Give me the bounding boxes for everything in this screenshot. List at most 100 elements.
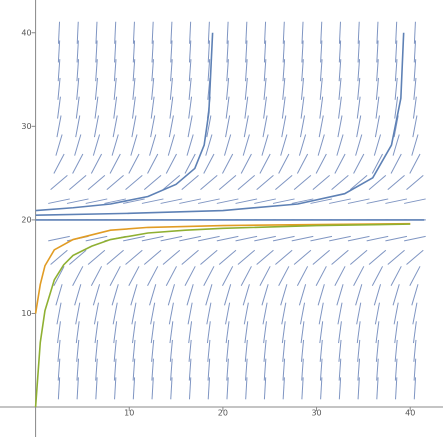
slope-segment [131,96,136,119]
slope-segment [338,358,342,381]
slope-segment [206,115,212,138]
slope-segment [301,21,304,44]
slope-segment [85,235,108,242]
slope-segment [387,174,405,190]
slope-segment [87,174,106,190]
slope-segment [390,153,402,174]
slope-segment [275,174,293,190]
slope-segment [392,134,400,156]
slope-segment [57,77,61,100]
slope-segment [226,339,230,362]
slope-segment [113,339,117,362]
slope-segment [395,377,398,400]
slope-segment [57,40,61,63]
slope-segment [75,321,80,344]
y-tick-label: 40 [21,28,31,37]
slope-segment [132,40,136,63]
slope-segment [366,198,389,204]
slope-segment [57,358,61,381]
slope-segment [226,40,229,63]
slope-segment [300,321,305,344]
slope-segment [254,198,276,204]
slope-segment [317,134,325,156]
slope-segment [237,249,256,265]
slope-segment [293,174,312,190]
slope-segment [168,302,174,325]
slope-segment [394,59,398,82]
slope-segment [412,96,417,119]
slope-segment [225,96,230,119]
slope-segment [132,59,136,82]
slope-segment [264,21,267,44]
slope-segment [375,96,380,119]
slope-segment [373,284,382,306]
slope-segment [143,174,162,190]
slope-segment [366,235,389,242]
slope-segment [165,266,177,287]
slope-segment [291,198,314,204]
slope-segment [90,153,103,174]
slope-segment [57,96,61,119]
slope-segment [56,302,62,325]
slope-segment [412,302,418,325]
slope-segment [395,40,398,63]
slope-segment [207,358,211,381]
slope-segment [218,249,237,265]
slope-segment [114,21,117,44]
slope-segment [337,115,343,138]
slope-segment [186,284,194,306]
slope-segment [197,235,220,242]
slope-segment [200,174,218,190]
slope-segment [296,153,309,174]
slope-segment [169,339,173,362]
slope-segment [151,40,154,63]
slope-segment [338,21,341,44]
slope-segment [317,284,325,306]
slope-segment [243,302,249,325]
slope-segment [368,249,387,265]
slope-segment [353,266,365,287]
slope-segment [318,115,324,138]
slope-segment [390,266,402,287]
slope-segment [69,249,87,265]
slope-segment [207,377,210,400]
slope-segment [263,59,267,82]
slope-segment [245,59,248,82]
slope-segment [75,302,81,325]
slope-segment [406,249,424,265]
slope-segment [48,198,70,204]
slope-segment [76,59,80,82]
slope-segment [319,339,323,362]
slope-segment [315,153,327,174]
slope-segment [356,302,362,325]
slope-segment [411,134,419,156]
slope-segment [226,59,229,82]
slope-segment [170,377,173,400]
slope-segment [169,96,174,119]
slope-segment [259,153,271,174]
slope-segment [376,21,379,44]
slope-segment [357,358,361,381]
slope-segment [299,302,306,325]
slope-segment [301,40,304,63]
slope-segment [243,115,249,138]
slope-segment [413,59,417,82]
slope-segment [150,321,155,344]
slope-segment [169,77,173,100]
slope-segment [57,21,61,44]
slope-segment [72,153,84,174]
slope-segment [170,40,173,63]
slope-segment [114,377,117,400]
slope-segment [104,198,127,204]
slope-segment [216,235,239,242]
slope-segment [123,235,145,242]
slope-segment [189,21,192,44]
slope-segment [281,302,287,325]
slope-segment [168,115,174,138]
slope-segment [75,115,81,138]
slope-segment [245,40,248,63]
slope-segment [291,235,314,242]
slope-segment [293,249,312,265]
slope-segment [123,198,145,204]
slope-segment [301,358,304,381]
